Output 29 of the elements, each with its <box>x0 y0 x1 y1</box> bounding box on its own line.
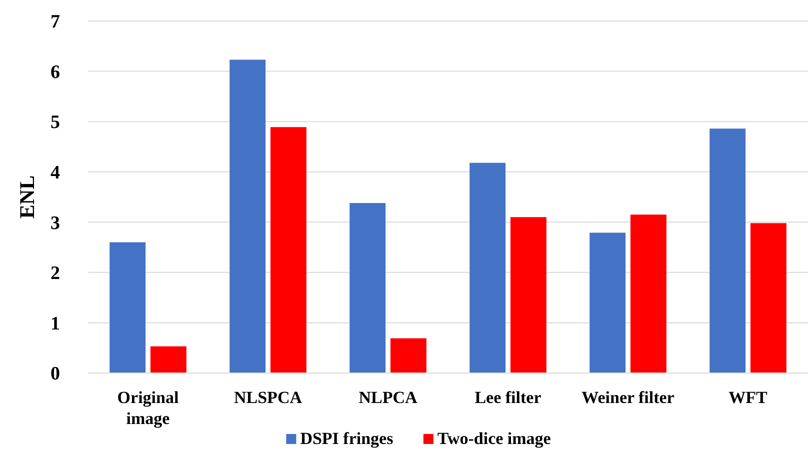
bar <box>350 203 386 373</box>
x-tick-label: WFT <box>728 388 768 407</box>
legend-label: Two-dice image <box>437 429 552 448</box>
y-tick-label: 5 <box>50 112 60 134</box>
y-axis-title: ENL <box>15 175 39 219</box>
y-tick-label: 6 <box>50 62 60 83</box>
bar <box>230 60 266 373</box>
x-tick-label: Weiner filter <box>582 388 675 407</box>
bar <box>510 217 546 373</box>
x-tick-label: Original image <box>117 388 179 428</box>
bar <box>750 223 786 373</box>
x-tick-label: NLSPCA <box>234 388 303 407</box>
bar <box>150 346 186 373</box>
bar <box>710 128 746 373</box>
y-tick-label: 7 <box>50 12 60 33</box>
legend-label: DSPI fringes <box>300 429 394 448</box>
x-tick-label: Lee filter <box>474 388 542 407</box>
y-tick-label: 1 <box>50 313 60 334</box>
y-tick-label: 0 <box>50 364 60 385</box>
y-tick-label: 4 <box>50 162 60 184</box>
bar <box>390 338 426 373</box>
x-tick-label: NLPCA <box>358 388 418 407</box>
bar <box>110 242 146 373</box>
bar <box>630 214 666 373</box>
bar <box>470 162 506 373</box>
bar <box>590 232 626 373</box>
y-tick-label: 3 <box>50 212 60 234</box>
bar <box>270 127 306 373</box>
y-tick-label: 2 <box>50 263 60 284</box>
